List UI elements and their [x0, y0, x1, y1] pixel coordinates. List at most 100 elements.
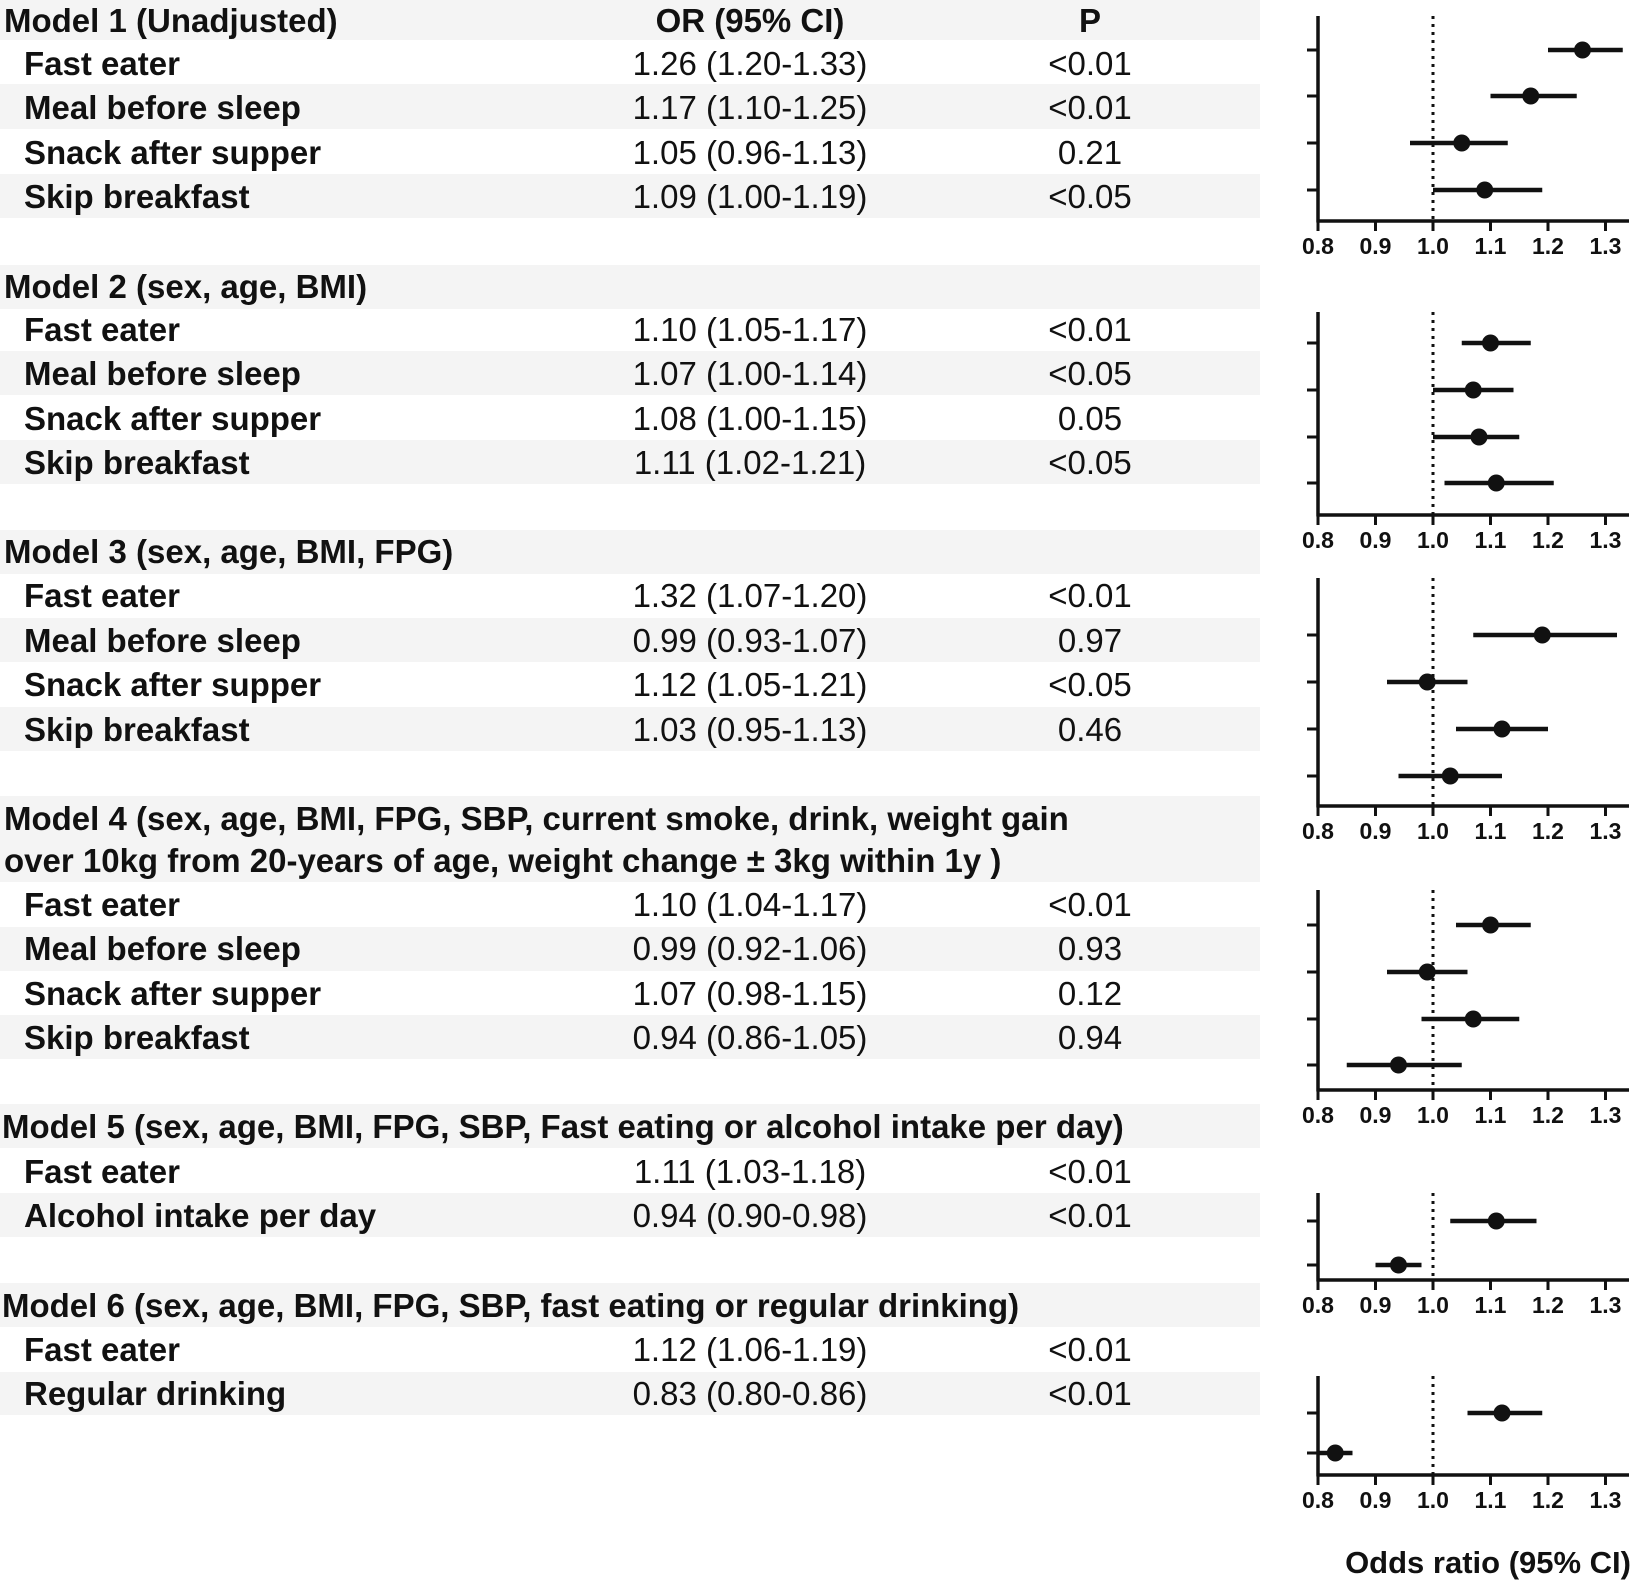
row-p: <0.01 — [1048, 886, 1132, 923]
row-label: Snack after supper — [24, 400, 322, 437]
point-estimate — [1464, 1010, 1482, 1028]
row-or: 0.83 (0.80-0.86) — [632, 1375, 868, 1412]
row-band — [0, 0, 1260, 40]
point-estimate — [1482, 334, 1499, 352]
row-p: <0.01 — [1048, 89, 1132, 126]
row-p: 0.12 — [1057, 975, 1123, 1012]
point-estimate — [1487, 1212, 1505, 1230]
x-tick-label: 0.8 — [1302, 233, 1334, 259]
row-or: 1.26 (1.20-1.33) — [632, 45, 868, 82]
row-or: 1.12 (1.05-1.21) — [632, 666, 868, 703]
x-tick-label: 0.8 — [1302, 1292, 1334, 1318]
point-estimate — [1418, 673, 1436, 691]
row-or: 1.07 (1.00-1.14) — [632, 355, 868, 392]
x-tick-label: 1.2 — [1532, 527, 1564, 553]
row-or: 0.99 (0.92-1.06) — [632, 930, 868, 967]
row-band — [0, 1372, 1260, 1415]
row-or: 1.11 (1.02-1.21) — [633, 444, 867, 481]
row-p: 0.21 — [1057, 134, 1123, 171]
row-or: 1.12 (1.06-1.19) — [632, 1331, 868, 1368]
row-band — [0, 265, 1260, 309]
x-tick-label: 1.3 — [1590, 527, 1622, 553]
row-or: 1.09 (1.00-1.19) — [632, 178, 868, 215]
point-estimate — [1470, 428, 1488, 446]
row-label: Fast eater — [24, 1331, 180, 1368]
row-or: 0.99 (0.93-1.07) — [632, 622, 868, 659]
x-tick-label: 1.2 — [1532, 1487, 1564, 1513]
x-tick-label: 1.3 — [1590, 1292, 1622, 1318]
row-label: Regular drinking — [24, 1375, 287, 1412]
x-tick-label: 1.1 — [1475, 1102, 1507, 1128]
row-or: 1.08 (1.00-1.15) — [632, 400, 868, 437]
point-estimate — [1574, 41, 1591, 59]
point-estimate — [1390, 1256, 1407, 1274]
model-5-title: Model 5 (sex, age, BMI, FPG, SBP, Fast e… — [2, 1108, 1124, 1145]
x-tick-label: 1.2 — [1532, 818, 1564, 844]
x-tick-label: 1.0 — [1417, 233, 1449, 259]
row-p: <0.01 — [1048, 311, 1132, 348]
model-6-title: Model 6 (sex, age, BMI, FPG, SBP, fast e… — [2, 1287, 1020, 1324]
row-p: <0.01 — [1048, 1331, 1132, 1368]
point-estimate — [1482, 916, 1499, 934]
x-tick-label: 1.3 — [1590, 818, 1622, 844]
row-or: 0.94 (0.90-0.98) — [632, 1197, 868, 1234]
model-4-title-line2: over 10kg from 20-years of age, weight c… — [4, 842, 1002, 879]
x-tick-label: 1.2 — [1532, 233, 1564, 259]
row-label: Meal before sleep — [24, 622, 301, 659]
x-tick-label: 1.0 — [1417, 818, 1449, 844]
x-tick-label: 1.1 — [1475, 233, 1507, 259]
row-p: <0.05 — [1048, 444, 1132, 481]
point-estimate — [1476, 181, 1494, 199]
row-or: 1.17 (1.10-1.25) — [632, 89, 868, 126]
row-p: <0.05 — [1048, 666, 1132, 703]
row-band — [0, 1015, 1260, 1059]
row-label: Skip breakfast — [24, 1019, 250, 1056]
point-estimate — [1493, 720, 1511, 738]
x-tick-label: 1.0 — [1417, 1292, 1449, 1318]
x-tick-label: 0.9 — [1360, 818, 1392, 844]
x-tick-label: 1.0 — [1417, 1487, 1449, 1513]
x-tick-label: 0.8 — [1302, 527, 1334, 553]
point-estimate — [1493, 1404, 1511, 1422]
row-p: <0.01 — [1048, 577, 1132, 614]
row-label: Fast eater — [24, 1153, 180, 1190]
x-tick-label: 0.9 — [1360, 1487, 1392, 1513]
row-label: Snack after supper — [24, 975, 322, 1012]
x-tick-label: 1.2 — [1532, 1292, 1564, 1318]
x-tick-label: 0.8 — [1302, 1102, 1334, 1128]
results-table: OR (95% CI) P Model 1 (Unadjusted) Fast … — [0, 0, 1260, 1415]
point-estimate — [1464, 381, 1482, 399]
x-tick-label: 0.9 — [1360, 1102, 1392, 1128]
row-or: 1.05 (0.96-1.13) — [632, 134, 868, 171]
p-column-header: P — [1078, 2, 1101, 39]
x-tick-label: 1.2 — [1532, 1102, 1564, 1128]
point-estimate — [1522, 87, 1540, 105]
x-tick-label: 1.3 — [1590, 1102, 1622, 1128]
row-label: Meal before sleep — [24, 355, 301, 392]
x-tick-label: 0.9 — [1360, 1292, 1392, 1318]
row-label: Fast eater — [24, 886, 180, 923]
row-p: <0.01 — [1048, 1197, 1132, 1234]
row-p: <0.01 — [1048, 45, 1132, 82]
point-estimate — [1390, 1056, 1407, 1074]
row-or: 1.32 (1.07-1.20) — [632, 577, 868, 614]
row-band — [0, 174, 1260, 218]
row-p: 0.05 — [1057, 400, 1123, 437]
x-tick-label: 1.0 — [1417, 527, 1449, 553]
model-4-title: Model 4 (sex, age, BMI, FPG, SBP, curren… — [4, 800, 1069, 837]
point-estimate — [1487, 474, 1505, 492]
row-label: Meal before sleep — [24, 930, 301, 967]
row-band — [0, 1104, 1260, 1148]
x-tick-label: 0.8 — [1302, 818, 1334, 844]
row-label: Fast eater — [24, 45, 180, 82]
row-band — [0, 618, 1260, 662]
x-tick-label: 1.1 — [1475, 818, 1507, 844]
row-p: 0.46 — [1057, 711, 1123, 748]
row-or: 1.07 (0.98-1.15) — [632, 975, 868, 1012]
row-or: 1.03 (0.95-1.13) — [632, 711, 868, 748]
row-band — [0, 530, 1260, 574]
row-p: <0.05 — [1048, 178, 1132, 215]
point-estimate — [1453, 134, 1471, 152]
row-band — [0, 707, 1260, 751]
